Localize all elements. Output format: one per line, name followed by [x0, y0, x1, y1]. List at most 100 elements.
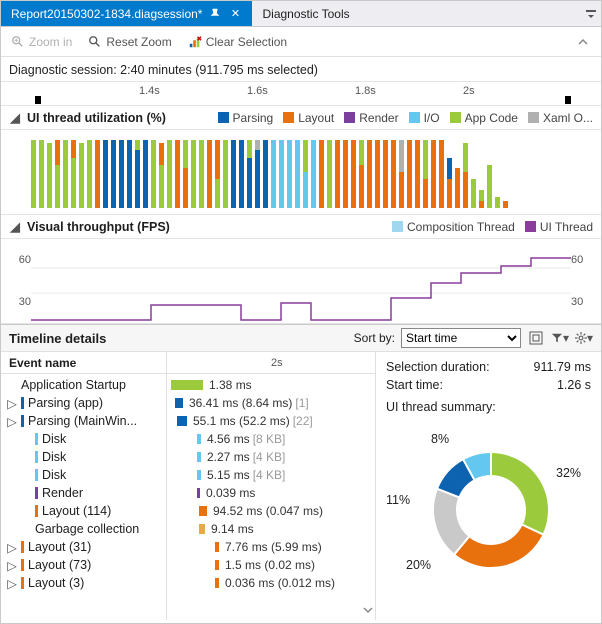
- scroll-up-icon[interactable]: [575, 34, 591, 50]
- event-label: Disk: [42, 432, 66, 446]
- expand-icon[interactable]: ▷: [7, 558, 17, 573]
- util-segment: [63, 140, 68, 208]
- expand-icon[interactable]: ▷: [7, 414, 17, 429]
- fps-plot: [31, 243, 571, 323]
- gantt-row[interactable]: 0.036 ms (0.012 ms): [167, 574, 375, 592]
- util-column: [367, 136, 372, 208]
- gantt-row[interactable]: 94.52 ms (0.047 ms): [167, 502, 375, 520]
- util-column: [487, 136, 492, 208]
- frame-analysis-icon[interactable]: [527, 331, 545, 345]
- util-column: [495, 136, 500, 208]
- util-column: [215, 136, 220, 208]
- donut-slice[interactable]: [454, 524, 543, 568]
- util-column: [231, 136, 236, 208]
- category-stripe: [35, 451, 38, 463]
- collapse-icon[interactable]: ◢: [9, 112, 21, 124]
- filter-icon[interactable]: ▾: [551, 331, 569, 345]
- tree-row[interactable]: ▷Layout (31): [7, 538, 164, 556]
- tree-header: Event name: [1, 352, 166, 374]
- tree-row[interactable]: Disk: [7, 466, 164, 484]
- gantt-row[interactable]: 7.76 ms (5.99 ms): [167, 538, 375, 556]
- tab-active-report[interactable]: Report20150302-1834.diagsession* ✕: [1, 1, 252, 26]
- util-segment: [431, 140, 436, 208]
- reset-zoom-button[interactable]: Reset Zoom: [88, 35, 171, 49]
- expand-icon[interactable]: ▷: [7, 396, 17, 411]
- pin-icon[interactable]: [208, 7, 222, 21]
- selection-bracket-right[interactable]: [565, 96, 571, 104]
- util-segment: [303, 140, 308, 172]
- tree-row[interactable]: ▷Layout (73): [7, 556, 164, 574]
- tree-row[interactable]: ▷Parsing (MainWin...: [7, 412, 164, 430]
- gantt-bar: [171, 380, 203, 390]
- gear-icon[interactable]: ▾: [575, 331, 593, 345]
- util-segment: [311, 140, 316, 208]
- tree-row[interactable]: Render: [7, 484, 164, 502]
- util-column: [415, 136, 420, 208]
- selection-bracket-left[interactable]: [35, 96, 41, 104]
- util-segment: [103, 140, 108, 208]
- time-ruler[interactable]: 1.4s1.6s1.8s2s: [1, 82, 601, 106]
- legend-swatch: [409, 112, 420, 123]
- util-segment: [279, 140, 284, 208]
- util-segment: [215, 179, 220, 208]
- collapse-icon[interactable]: ◢: [9, 221, 21, 233]
- gantt-row[interactable]: 5.15 ms [4 KB]: [167, 466, 375, 484]
- expand-icon[interactable]: ▷: [7, 540, 17, 555]
- close-icon[interactable]: ✕: [228, 7, 242, 21]
- tab-diagnostic-tools[interactable]: Diagnostic Tools: [252, 1, 359, 26]
- event-label: Disk: [42, 450, 66, 464]
- util-column: [479, 136, 484, 208]
- tree-row[interactable]: Layout (114): [7, 502, 164, 520]
- gantt-extra: [4 KB]: [253, 468, 286, 482]
- legend-swatch: [525, 221, 536, 232]
- ruler-tick: 2s: [463, 85, 475, 97]
- tree-row[interactable]: Garbage collection: [7, 520, 164, 538]
- fps-chart[interactable]: 60 30 60 30: [1, 239, 601, 324]
- event-label: Application Startup: [21, 378, 126, 392]
- util-segment: [199, 140, 204, 208]
- util-column: [135, 136, 140, 208]
- event-label: Layout (114): [42, 504, 111, 518]
- util-column: [287, 136, 292, 208]
- zoom-in-button[interactable]: Zoom in: [11, 35, 72, 49]
- gantt-row[interactable]: 2.27 ms [4 KB]: [167, 448, 375, 466]
- window-menu-icon[interactable]: [581, 1, 601, 26]
- util-column: [279, 136, 284, 208]
- summary-row: Selection duration:911.79 ms: [386, 360, 591, 374]
- gantt-row[interactable]: 55.1 ms (52.2 ms) [22]: [167, 412, 375, 430]
- clear-selection-button[interactable]: Clear Selection: [188, 35, 287, 49]
- category-stripe: [35, 505, 38, 517]
- expand-icon[interactable]: ▷: [7, 576, 17, 591]
- legend-item: UI Thread: [525, 220, 593, 234]
- tree-row[interactable]: Disk: [7, 448, 164, 466]
- gantt-row[interactable]: 1.5 ms (0.02 ms): [167, 556, 375, 574]
- gantt-row[interactable]: 36.41 ms (8.64 ms) [1]: [167, 394, 375, 412]
- util-segment: [503, 201, 508, 208]
- gantt-row[interactable]: 9.14 ms: [167, 520, 375, 538]
- util-column: [95, 136, 100, 208]
- tree-row[interactable]: ▷Layout (3): [7, 574, 164, 592]
- util-segment: [479, 190, 484, 201]
- legend-item: Layout: [283, 111, 334, 125]
- gantt-row[interactable]: 1.38 ms: [167, 376, 375, 394]
- donut-slice[interactable]: [491, 452, 549, 535]
- util-segment: [247, 158, 252, 208]
- util-segment: [231, 140, 236, 208]
- tree-row[interactable]: Disk: [7, 430, 164, 448]
- scroll-down-icon[interactable]: [363, 604, 373, 618]
- gantt-row[interactable]: 4.56 ms [8 KB]: [167, 430, 375, 448]
- fps-axis-right: 60 30: [571, 239, 597, 323]
- util-column: [327, 136, 332, 208]
- tree-row[interactable]: ▷Parsing (app): [7, 394, 164, 412]
- gantt-row[interactable]: 0.039 ms: [167, 484, 375, 502]
- toolbar: Zoom in Reset Zoom Clear Selection: [1, 27, 601, 57]
- util-segment: [375, 140, 380, 208]
- details-header: Timeline details Sort by: Start time ▾ ▾: [1, 324, 601, 352]
- sort-select[interactable]: Start time: [401, 328, 521, 348]
- tree-row[interactable]: Application Startup: [7, 376, 164, 394]
- tab-active-label: Report20150302-1834.diagsession*: [11, 7, 202, 21]
- util-column: [351, 136, 356, 208]
- util-chart[interactable]: [1, 130, 601, 215]
- util-column: [247, 136, 252, 208]
- util-column: [103, 136, 108, 208]
